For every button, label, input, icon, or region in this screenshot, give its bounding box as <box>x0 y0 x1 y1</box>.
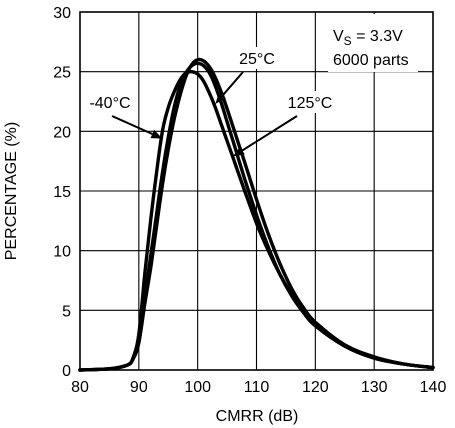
annotation-label: 25°C <box>239 51 275 68</box>
y-tick-label: 20 <box>53 124 71 141</box>
x-axis-title: CMRR (dB) <box>216 408 299 425</box>
annotation-arrows <box>111 71 298 157</box>
annotation-arrowhead <box>150 129 163 139</box>
annotation-labels: -40°C 25°C 125°C <box>83 47 337 113</box>
y-tick-label: 15 <box>53 184 71 201</box>
annotation-arrow <box>241 115 298 152</box>
x-tick-label: 110 <box>244 379 270 396</box>
series-curves <box>78 57 435 372</box>
annotation-arrowhead <box>232 146 245 157</box>
conditions-background <box>328 14 418 72</box>
x-tick-label: 90 <box>130 379 148 396</box>
conditions-parts: 6000 parts <box>333 52 409 69</box>
conditions-vs: VS = 3.3V <box>333 28 403 48</box>
y-tick-labels: 0 5 10 15 20 25 30 <box>53 5 71 380</box>
plot-frame <box>79 11 434 371</box>
y-tick-label: 0 <box>62 363 71 380</box>
y-axis-title: PERCENTAGE (%) <box>3 122 20 260</box>
y-tick-label: 30 <box>53 5 71 22</box>
x-tick-label: 130 <box>361 379 388 396</box>
annotation-arrow <box>221 71 244 97</box>
y-tick-label: 10 <box>53 244 71 261</box>
annotation-label-background <box>83 91 137 113</box>
series-line-2 <box>78 57 435 372</box>
annotation-label-background <box>235 47 279 69</box>
annotation-label: -40°C <box>89 95 130 112</box>
x-tick-label: 100 <box>184 379 211 396</box>
x-tick-label: 120 <box>302 379 329 396</box>
x-tick-labels: 80 90 100 110 120 130 140 <box>71 379 446 396</box>
annotation-arrowhead <box>215 92 226 104</box>
annotation-label: 125°C <box>288 95 333 112</box>
y-tick-label: 5 <box>62 303 71 320</box>
x-tick-label: 80 <box>71 379 89 396</box>
annotation-arrow <box>111 115 153 135</box>
y-tick-label: 25 <box>53 65 71 82</box>
x-tick-label: 140 <box>420 379 447 396</box>
annotation-label-background <box>283 91 337 113</box>
